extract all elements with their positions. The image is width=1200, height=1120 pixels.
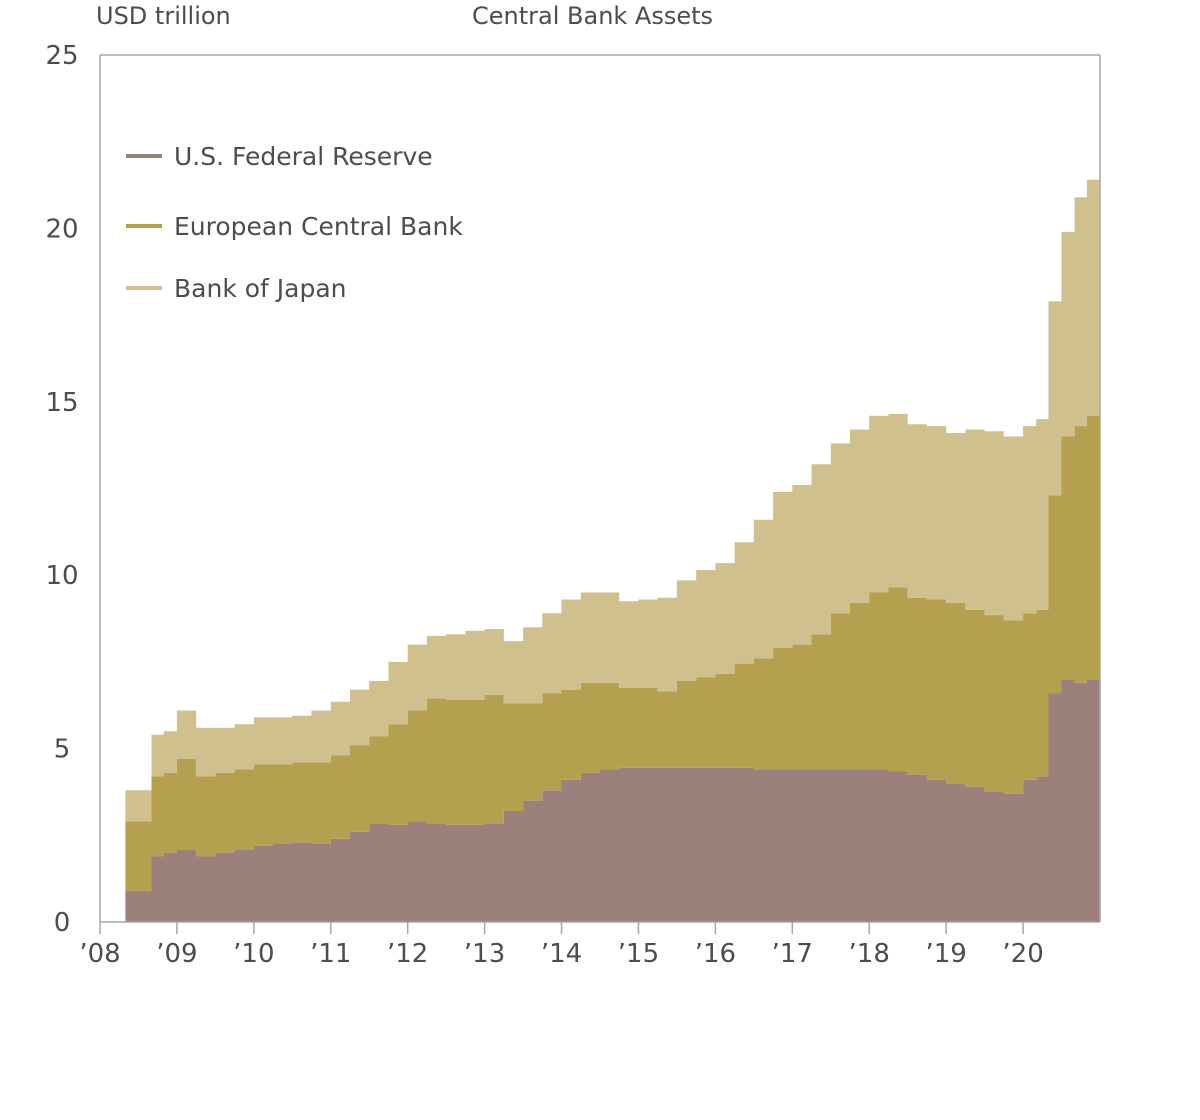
area-european-central-bank [125,401,1100,891]
unit-label: USD trillion [96,2,231,30]
chart-title: Central Bank Assets [472,2,713,30]
x-tick-label: ’12 [387,939,428,969]
y-tick-label: 20 [45,214,78,244]
x-tick-label: ’14 [541,939,582,969]
legend: U.S. Federal Reserve European Central Ba… [126,142,463,303]
x-axis-ticks: ’08 ’09 ’10 ’11 ’12 ’13 ’14 ’15 ’16 ’17 ’18 ’19 ’20 [79,922,1044,969]
x-tick-label: ’10 [233,939,274,969]
x-tick-label: ’15 [618,939,659,969]
legend-label-ecb: European Central Bank [174,212,463,241]
y-axis-ticks: 0 5 10 15 20 25 [45,41,78,938]
x-tick-label: ’09 [156,939,197,969]
y-tick-label: 25 [45,41,78,71]
x-tick-label: ’13 [464,939,505,969]
y-tick-label: 5 [54,735,71,765]
area-u-s-federal-reserve [125,675,1100,922]
x-tick-label: ’11 [310,939,351,969]
y-tick-label: 10 [45,561,78,591]
x-tick-label: ’20 [1002,939,1043,969]
x-tick-label: ’18 [849,939,890,969]
x-tick-label: ’17 [772,939,813,969]
y-tick-label: 15 [45,388,78,418]
axes [99,54,1101,923]
x-tick-label: ’08 [79,939,120,969]
area-bank-of-japan [125,169,1100,822]
stacked-areas [125,169,1100,922]
x-tick-label: ’16 [695,939,736,969]
x-tick-label: ’19 [925,939,966,969]
legend-label-boj: Bank of Japan [174,274,347,303]
legend-label-fed: U.S. Federal Reserve [174,142,433,171]
y-tick-label: 0 [54,908,71,938]
